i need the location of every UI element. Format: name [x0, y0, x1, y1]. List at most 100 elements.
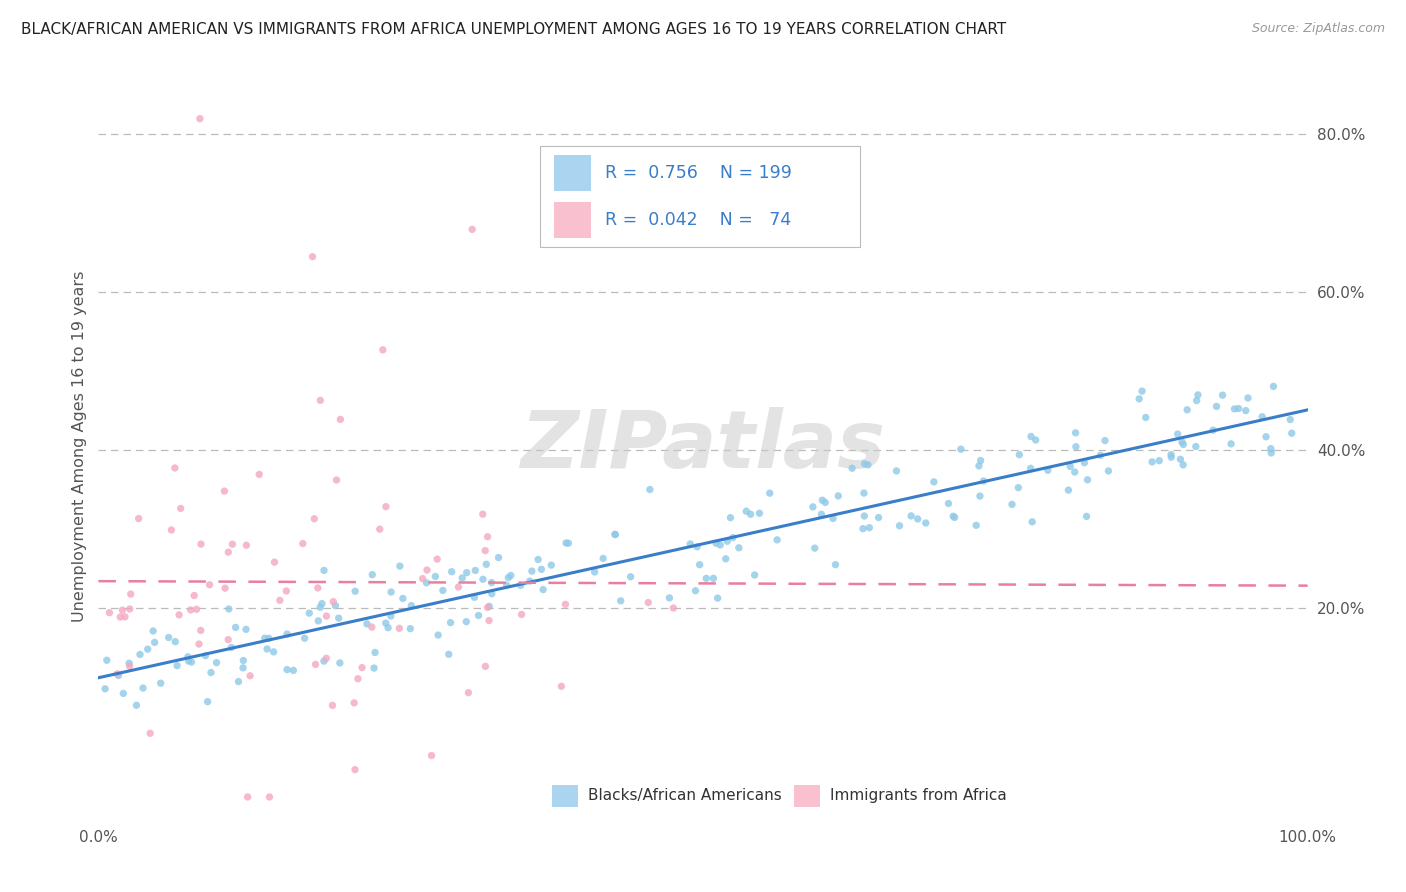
Point — [744, 568, 766, 582]
Point — [1237, 391, 1260, 405]
Point — [143, 635, 166, 649]
Point — [1008, 448, 1031, 462]
Point — [457, 686, 479, 700]
Text: R =  0.042    N =   74: R = 0.042 N = 74 — [605, 211, 792, 229]
Point — [1019, 429, 1042, 443]
Point — [456, 566, 478, 580]
Point — [1281, 426, 1303, 441]
Point — [550, 679, 572, 693]
Point — [344, 584, 367, 599]
Point — [343, 696, 366, 710]
Point — [1173, 437, 1195, 451]
Point — [96, 653, 118, 667]
Point — [214, 581, 236, 595]
Point — [481, 587, 503, 601]
Point — [519, 574, 541, 588]
Point — [426, 552, 449, 566]
Point — [364, 645, 387, 659]
Point — [321, 698, 343, 713]
Point — [557, 536, 579, 550]
Point — [221, 640, 243, 655]
Point — [235, 623, 257, 637]
Point — [328, 611, 350, 625]
Point — [329, 656, 352, 670]
Point — [276, 663, 298, 677]
Point — [1090, 448, 1112, 462]
Point — [1167, 427, 1189, 442]
Point — [269, 593, 291, 607]
Point — [474, 543, 496, 558]
Point — [1007, 481, 1029, 495]
Point — [307, 581, 329, 595]
Point — [1140, 455, 1163, 469]
Point — [1021, 515, 1043, 529]
Point — [740, 507, 762, 521]
Point — [125, 698, 148, 713]
Point — [239, 669, 262, 683]
Point — [205, 656, 228, 670]
Point — [360, 620, 382, 634]
Point — [477, 600, 499, 615]
Point — [163, 461, 186, 475]
Point — [801, 500, 824, 514]
Point — [361, 567, 384, 582]
Point — [291, 536, 314, 550]
Text: Immigrants from Africa: Immigrants from Africa — [830, 789, 1007, 804]
Point — [325, 473, 347, 487]
Point — [702, 571, 724, 585]
Point — [495, 578, 517, 592]
Bar — [793, 785, 820, 807]
Point — [499, 568, 522, 582]
Point — [1073, 456, 1095, 470]
Point — [943, 510, 966, 524]
Point — [841, 461, 863, 475]
Text: BLACK/AFRICAN AMERICAN VS IMMIGRANTS FROM AFRICA UNEMPLOYMENT AMONG AGES 16 TO 1: BLACK/AFRICAN AMERICAN VS IMMIGRANTS FRO… — [21, 22, 1007, 37]
Point — [412, 572, 434, 586]
Point — [218, 602, 240, 616]
Point — [967, 458, 990, 473]
Point — [301, 250, 323, 264]
Point — [679, 537, 702, 551]
Point — [1128, 392, 1150, 406]
Point — [170, 501, 193, 516]
Point — [1001, 497, 1024, 511]
Point — [166, 658, 188, 673]
Point — [363, 661, 385, 675]
Point — [94, 681, 117, 696]
Point — [609, 594, 631, 608]
Point — [706, 591, 728, 606]
Point — [969, 453, 991, 467]
Point — [1254, 430, 1277, 444]
Point — [814, 495, 837, 509]
Point — [105, 666, 128, 681]
Point — [157, 631, 180, 645]
Point — [311, 597, 333, 611]
Point — [637, 595, 659, 609]
Point — [853, 508, 876, 523]
Point — [620, 570, 643, 584]
Point — [1205, 400, 1227, 414]
Point — [658, 591, 681, 605]
Point — [721, 531, 744, 545]
Bar — [554, 202, 591, 238]
Point — [198, 578, 221, 592]
Point — [415, 575, 437, 590]
Point — [720, 510, 742, 524]
Point — [509, 578, 531, 592]
Point — [132, 681, 155, 695]
Point — [969, 489, 991, 503]
Point — [388, 621, 411, 635]
Point — [1170, 452, 1192, 467]
Point — [1185, 440, 1208, 454]
Point — [149, 676, 172, 690]
Point — [1227, 401, 1250, 416]
Point — [704, 536, 727, 550]
Point — [110, 610, 132, 624]
Point — [352, 660, 374, 674]
Point — [217, 545, 239, 559]
Point — [1223, 401, 1246, 416]
Text: ZIPatlas: ZIPatlas — [520, 407, 886, 485]
Point — [1149, 453, 1171, 467]
Point — [1173, 458, 1195, 472]
Point — [188, 637, 211, 651]
